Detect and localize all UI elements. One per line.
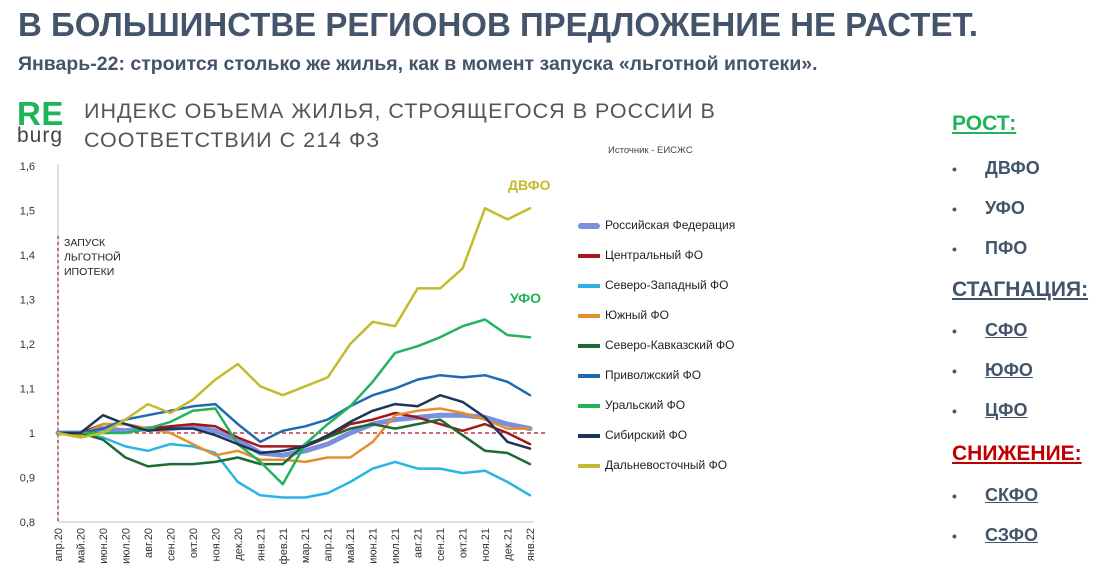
region-list-item[interactable]: • СФО [952,320,1027,341]
series-line-2 [56,431,532,499]
y-tick-label: 0,9 [20,473,35,485]
legend-swatch [578,374,600,378]
legend-swatch [578,314,600,318]
series-line-5 [56,373,532,444]
legend-label: Южный ФО [605,308,669,322]
legend-swatch [578,223,600,229]
legend-label: Дальневосточный ФО [605,458,728,472]
legend-swatch [578,254,600,258]
bullet-icon: • [952,488,957,504]
y-tick-label: 1,4 [20,250,35,262]
x-tick-label: дек.21 [503,528,515,561]
bullet-icon: • [952,403,957,419]
launch-annotation: ЛЬГОТНОЙ [64,251,121,264]
x-tick-label: янв.22 [525,528,537,561]
x-tick-label: сен.20 [165,528,177,561]
region-list-item[interactable]: • ЦФО [952,400,1028,421]
region-list-item[interactable]: • СКФО [952,485,1038,506]
x-tick-label: апр.20 [53,528,65,561]
x-tick-label: май.20 [75,528,87,563]
legend-label: Северо-Кавказский ФО [605,338,735,352]
bullet-icon: • [952,201,957,217]
region-list-item: • ПФО [952,238,1027,259]
x-tick-label: окт.21 [458,528,470,558]
y-tick-label: 1,2 [20,339,35,351]
launch-annotation: ЗАПУСК [64,237,106,249]
x-tick-label: май.21 [345,528,357,563]
y-tick-label: 1,3 [20,295,35,307]
series-line-4 [56,418,532,468]
legend-label: Центральный ФО [605,248,704,262]
x-tick-label: фев.21 [278,528,290,564]
x-tick-label: июн.20 [98,528,110,564]
series-line-8 [56,207,532,439]
region-label[interactable]: СФО [985,320,1028,340]
region-label: ПФО [985,238,1028,258]
x-tick-label: авг.21 [413,528,425,558]
x-tick-label: янв.21 [255,528,267,561]
region-label[interactable]: СЗФО [985,525,1038,545]
x-tick-label: ноя.20 [210,528,222,561]
chart-source: Источник - ЕИСЖС [608,145,693,156]
region-list-item: • УФО [952,198,1025,219]
legend-swatch [578,284,600,288]
x-tick-label: авг.20 [143,528,155,558]
x-tick-label: мар.21 [300,528,312,563]
bullet-icon: • [952,323,957,339]
x-tick-label: июл.21 [390,528,402,564]
x-tick-label: июн.21 [368,528,380,564]
bullet-icon: • [952,363,957,379]
launch-annotation: ИПОТЕКИ [64,266,114,278]
region-list-item[interactable]: • ЮФО [952,360,1033,381]
region-label: УФО [985,198,1025,218]
slide-title: В БОЛЬШИНСТВЕ РЕГИОНОВ ПРЕДЛОЖЕНИЕ НЕ РА… [18,6,979,43]
legend-swatch [578,344,600,348]
x-tick-label: окт.20 [188,528,200,558]
bullet-icon: • [952,528,957,544]
y-tick-label: 0,8 [20,517,35,529]
slide-subtitle: Январь-22: строится столько же жилья, ка… [18,53,818,75]
region-label[interactable]: ЮФО [985,360,1033,380]
group-heading: СТАГНАЦИЯ: [952,278,1089,301]
y-tick-label: 1,1 [20,384,35,396]
group-heading: СНИЖЕНИЕ: [952,442,1082,465]
region-label: ДВФО [985,158,1040,178]
legend-swatch [578,404,600,408]
series-line-6 [56,318,532,486]
y-tick-label: 1,5 [20,206,35,218]
legend-label: Приволжский ФО [605,368,702,382]
bullet-icon: • [952,161,957,177]
x-tick-label: сен.21 [435,528,447,561]
y-tick-label: 1 [29,428,35,440]
x-tick-label: дек.20 [233,528,245,561]
legend-label: Уральский ФО [605,398,686,412]
y-tick-label: 1,6 [20,161,35,173]
series-end-label: ДВФО [508,177,551,193]
logo-top-text: RE [17,95,64,132]
group-heading: РОСТ: [952,112,1017,135]
x-tick-label: ноя.21 [480,528,492,561]
region-list-item[interactable]: • СЗФО [952,525,1038,546]
region-label[interactable]: СКФО [985,485,1039,505]
legend-label: Северо-Западный ФО [605,278,729,292]
series-end-label: УФО [510,290,541,306]
legend-swatch [578,464,600,468]
bullet-icon: • [952,241,957,257]
region-label[interactable]: ЦФО [985,400,1028,420]
legend-label: Российская Федерация [605,218,736,232]
logo-bottom-text: burg [17,124,64,147]
reburg-logo: RE burg [17,97,64,146]
legend-label: Сибирский ФО [605,428,688,442]
legend-swatch [578,434,600,438]
chart-title: ИНДЕКС ОБЪЕМА ЖИЛЬЯ, СТРОЯЩЕГОСЯ В РОССИ… [84,99,716,152]
series-line-7 [56,393,532,455]
region-list-item: • ДВФО [952,158,1040,179]
x-tick-label: июл.20 [120,528,132,564]
x-tick-label: апр.21 [323,528,335,561]
